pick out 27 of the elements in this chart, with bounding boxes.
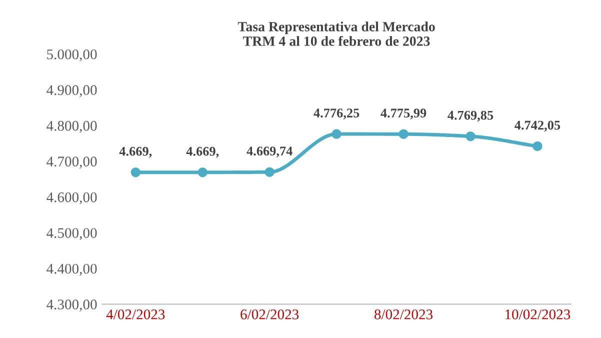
y-tick-label: 5.000,00 — [47, 49, 97, 62]
data-label: 4.769,85 — [448, 110, 494, 122]
data-label: 4.669, — [186, 146, 219, 158]
y-tick-label: 4.700,00 — [46, 156, 97, 169]
y-tick-label: 4.800,00 — [46, 120, 97, 133]
point — [532, 141, 542, 152]
data-label: 4.669, — [119, 146, 152, 158]
point — [130, 167, 141, 178]
data-label: 4.776,25 — [314, 108, 360, 120]
data-label: 4.742,05 — [514, 120, 560, 132]
y-tick-label: 4.500,00 — [46, 228, 97, 240]
x-tick-label: 8/02/2023 — [374, 309, 433, 320]
y-tick-label: 4.900,00 — [46, 85, 97, 98]
point — [264, 167, 274, 177]
chart-title: Tasa Representativa del Mercado TRM 4 al 10 de febrero de 2023 — [238, 22, 435, 46]
point — [398, 129, 408, 139]
y-tick-label: 4.600,00 — [46, 192, 97, 204]
y-tick-label: 4.300,00 — [46, 300, 97, 312]
x-tick-label: 10/02/2023 — [506, 309, 570, 320]
x-tick-label: 6/02/2023 — [240, 309, 299, 320]
point — [198, 167, 208, 178]
point — [332, 129, 342, 139]
data-label: 4.669,74 — [246, 146, 292, 158]
data-label: 4.775,99 — [380, 108, 426, 120]
point — [466, 131, 476, 142]
x-tick-label: 4/02/2023 — [106, 309, 165, 320]
y-tick-label: 4.400,00 — [46, 264, 97, 276]
